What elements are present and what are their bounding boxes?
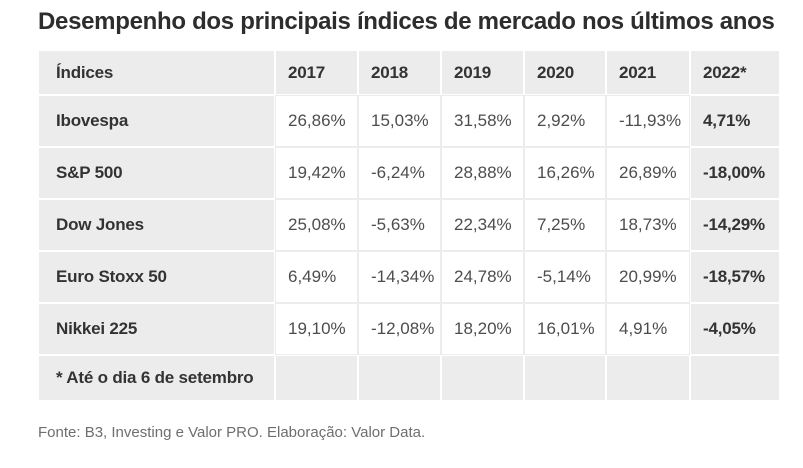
indices-performance-table: Índices 2017 2018 2019 2020 2021 2022* I… bbox=[38, 50, 780, 401]
empty-cell bbox=[690, 355, 780, 401]
cell-value-highlight: -4,05% bbox=[690, 303, 780, 355]
cell-value: 15,03% bbox=[358, 95, 441, 147]
cell-value: -14,34% bbox=[358, 251, 441, 303]
cell-value: 28,88% bbox=[441, 147, 524, 199]
column-header-2019: 2019 bbox=[441, 50, 524, 95]
cell-value: 22,34% bbox=[441, 199, 524, 251]
table-footnote: * Até o dia 6 de setembro bbox=[38, 355, 275, 401]
empty-cell bbox=[275, 355, 358, 401]
cell-value: 25,08% bbox=[275, 199, 358, 251]
cell-value: 26,86% bbox=[275, 95, 358, 147]
empty-cell bbox=[606, 355, 690, 401]
empty-cell bbox=[358, 355, 441, 401]
page-title: Desempenho dos principais índices de mer… bbox=[38, 8, 775, 35]
cell-value: 2,92% bbox=[524, 95, 606, 147]
column-header-2021: 2021 bbox=[606, 50, 690, 95]
cell-value-highlight: -18,00% bbox=[690, 147, 780, 199]
cell-value: 16,26% bbox=[524, 147, 606, 199]
cell-value: 26,89% bbox=[606, 147, 690, 199]
cell-value: 19,10% bbox=[275, 303, 358, 355]
cell-value: 18,73% bbox=[606, 199, 690, 251]
empty-cell bbox=[524, 355, 606, 401]
column-header-indices: Índices bbox=[38, 50, 275, 95]
cell-value: 16,01% bbox=[524, 303, 606, 355]
cell-value: -6,24% bbox=[358, 147, 441, 199]
row-label-euro-stoxx-50: Euro Stoxx 50 bbox=[38, 251, 275, 303]
row-label-nikkei-225: Nikkei 225 bbox=[38, 303, 275, 355]
cell-value: -12,08% bbox=[358, 303, 441, 355]
cell-value: 24,78% bbox=[441, 251, 524, 303]
cell-value-highlight: -18,57% bbox=[690, 251, 780, 303]
cell-value: 20,99% bbox=[606, 251, 690, 303]
row-label-dow-jones: Dow Jones bbox=[38, 199, 275, 251]
column-header-2018: 2018 bbox=[358, 50, 441, 95]
cell-value: -5,63% bbox=[358, 199, 441, 251]
row-label-ibovespa: Ibovespa bbox=[38, 95, 275, 147]
empty-cell bbox=[441, 355, 524, 401]
cell-value-highlight: -14,29% bbox=[690, 199, 780, 251]
source-attribution: Fonte: B3, Investing e Valor PRO. Elabor… bbox=[38, 424, 426, 441]
column-header-2022: 2022* bbox=[690, 50, 780, 95]
cell-value: 4,91% bbox=[606, 303, 690, 355]
cell-value: -5,14% bbox=[524, 251, 606, 303]
cell-value: 19,42% bbox=[275, 147, 358, 199]
cell-value: 18,20% bbox=[441, 303, 524, 355]
cell-value-highlight: 4,71% bbox=[690, 95, 780, 147]
cell-value: 7,25% bbox=[524, 199, 606, 251]
column-header-2017: 2017 bbox=[275, 50, 358, 95]
cell-value: 31,58% bbox=[441, 95, 524, 147]
row-label-sp500: S&P 500 bbox=[38, 147, 275, 199]
column-header-2020: 2020 bbox=[524, 50, 606, 95]
cell-value: -11,93% bbox=[606, 95, 690, 147]
cell-value: 6,49% bbox=[275, 251, 358, 303]
